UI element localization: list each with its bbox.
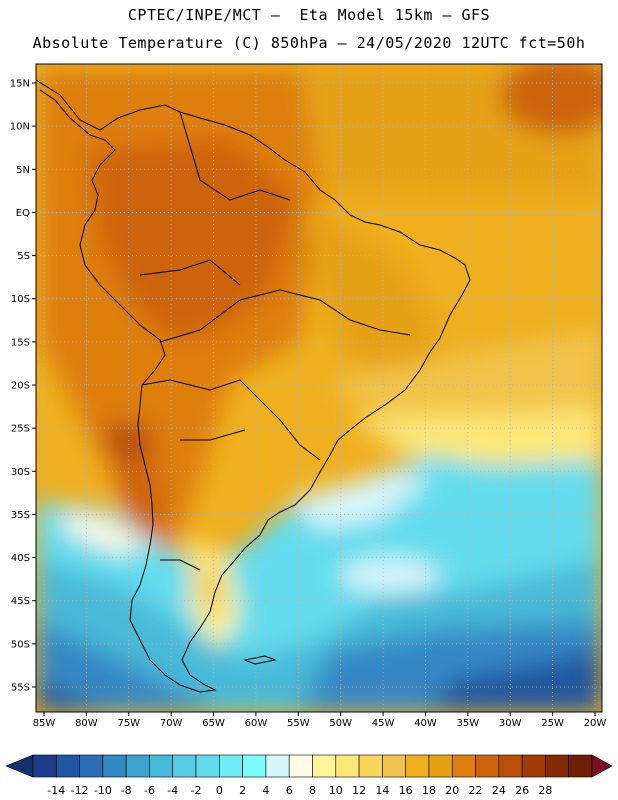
lat-tick-label: 45S	[11, 596, 30, 607]
lat-tick-label: 10N	[10, 122, 30, 133]
lat-tick-label: 15S	[11, 337, 30, 348]
lon-tick-label: 60W	[245, 718, 268, 729]
colorbar-swatch	[335, 754, 360, 778]
colorbar-label: 28	[538, 784, 552, 797]
lon-tick-label: 50W	[329, 718, 352, 729]
colorbar-label: -12	[71, 784, 89, 797]
lon-tick-label: 80W	[75, 718, 98, 729]
lat-tick-label: EQ	[16, 208, 30, 219]
colorbar-label: -4	[167, 784, 178, 797]
colorbar-label: 24	[492, 784, 506, 797]
colorbar-swatch	[521, 754, 546, 778]
colorbar-swatch	[102, 754, 127, 778]
lon-tick-label: 45W	[372, 718, 395, 729]
map-title: CPTEC/INPE/MCT – Eta Model 15km – GFS	[127, 6, 491, 24]
colorbar: -14 -12 -10 -8 -6 -4 -2 0 2 4 6 8 10 12 14 16 18 20 22 24 26…	[5, 754, 613, 797]
colorbar-swatch	[405, 754, 430, 778]
colorbar-label: -6	[144, 784, 155, 797]
colorbar-arrow-right	[591, 754, 613, 778]
colorbar-label: 4	[262, 784, 269, 797]
latitude-labels: 15N 10N 5N EQ 5S 10S 15S 20S 25S 30S 35S 40S 45S 50S 5…	[10, 79, 36, 694]
lat-tick-label: 35S	[11, 510, 30, 521]
colorbar-label: -2	[191, 784, 202, 797]
colorbar-label: 18	[422, 784, 436, 797]
lon-tick-label: 35W	[457, 718, 480, 729]
graticule	[36, 64, 602, 712]
colorbar-label: 6	[286, 784, 293, 797]
lat-tick-label: 55S	[11, 683, 30, 694]
lat-tick-label: 5S	[17, 251, 30, 262]
colorbar-swatch	[265, 754, 290, 778]
lon-tick-label: 25W	[541, 718, 564, 729]
colorbar-swatch	[568, 754, 593, 778]
lon-tick-label: 20W	[584, 718, 607, 729]
colorbar-arrow-left	[5, 754, 34, 778]
colorbar-label: 16	[399, 784, 413, 797]
colorbar-swatch	[428, 754, 453, 778]
map-subtitle: Absolute Temperature (C) 850hPa – 24/05/…	[32, 34, 586, 52]
colorbar-label: 26	[515, 784, 529, 797]
lat-tick-label: 25S	[11, 424, 30, 435]
colorbar-swatch	[242, 754, 267, 778]
map-frame	[35, 63, 603, 713]
colorbar-label: 12	[352, 784, 366, 797]
lat-tick-label: 10S	[11, 294, 30, 305]
lon-tick-label: 75W	[117, 718, 140, 729]
lat-tick-label: 15N	[10, 79, 30, 90]
lon-tick-label: 55W	[287, 718, 310, 729]
colorbar-swatch	[55, 754, 80, 778]
lat-tick-label: 20S	[11, 381, 30, 392]
colorbar-label: -8	[121, 784, 132, 797]
colorbar-swatch	[79, 754, 104, 778]
lon-tick-label: 30W	[499, 718, 522, 729]
colorbar-label: -10	[94, 784, 112, 797]
lat-tick-label: 40S	[11, 553, 30, 564]
colorbar-swatch	[312, 754, 337, 778]
colorbar-swatch	[451, 754, 476, 778]
colorbar-swatch	[475, 754, 500, 778]
colorbar-swatch	[288, 754, 313, 778]
lat-tick-label: 30S	[11, 467, 30, 478]
lon-tick-label: 65W	[202, 718, 225, 729]
colorbar-label: 8	[309, 784, 316, 797]
lon-tick-label: 70W	[160, 718, 183, 729]
colorbar-label: 22	[469, 784, 483, 797]
coastline	[36, 79, 471, 693]
colorbar-label: -14	[47, 784, 65, 797]
colorbar-swatch	[195, 754, 220, 778]
colorbar-label: 10	[329, 784, 343, 797]
lon-tick-label: 40W	[414, 718, 437, 729]
colorbar-swatch	[545, 754, 570, 778]
colorbar-label: 2	[239, 784, 246, 797]
longitude-labels: 85W 80W 75W 70W 65W 60W 55W 50W 45W 40W 35W 30W 25W 2…	[33, 712, 607, 729]
colorbar-swatch	[358, 754, 383, 778]
colorbar-swatch	[172, 754, 197, 778]
colorbar-swatch	[498, 754, 523, 778]
colorbar-swatch	[125, 754, 150, 778]
colorbar-swatch	[382, 754, 406, 778]
colorbar-label: 14	[375, 784, 389, 797]
colorbar-swatch	[149, 754, 174, 778]
lat-tick-label: 50S	[11, 639, 30, 650]
lat-tick-label: 5N	[16, 165, 30, 176]
temperature-field	[36, 64, 602, 712]
colorbar-label: 20	[445, 784, 459, 797]
lon-tick-label: 85W	[33, 718, 56, 729]
colorbar-label: 0	[216, 784, 223, 797]
colorbar-swatch	[32, 754, 57, 778]
colorbar-swatch	[219, 754, 243, 778]
